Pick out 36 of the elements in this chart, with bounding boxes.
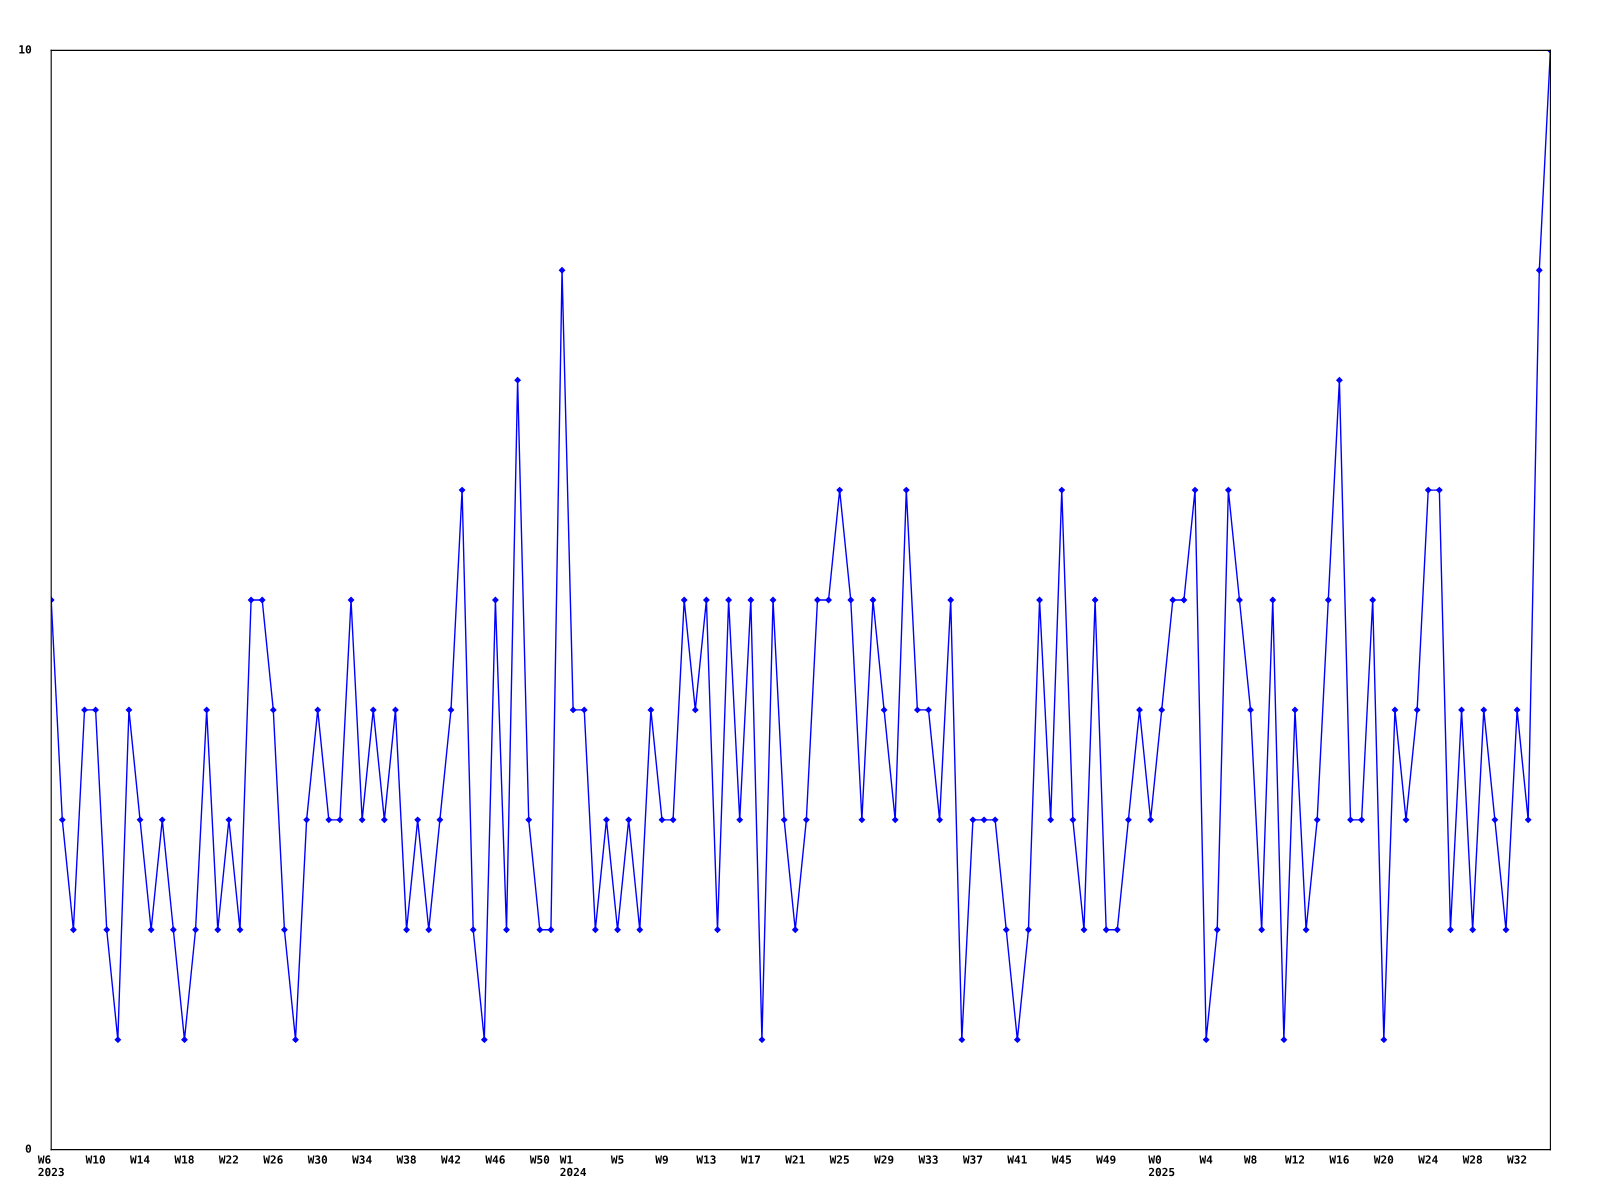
x-tick-label: W50 xyxy=(529,1155,550,1164)
x-tick-label: W33 xyxy=(918,1155,938,1164)
y-tick-label: 0 xyxy=(25,1144,32,1153)
x-tick-label: W5 xyxy=(610,1155,624,1164)
x-tick-label: W34 xyxy=(352,1155,372,1164)
x-tick-label: W20 xyxy=(1373,1155,1394,1164)
x-tick-label: W8 xyxy=(1243,1155,1257,1164)
x-tick-label: W42 xyxy=(440,1155,461,1164)
x-tick-label: W32 xyxy=(1507,1155,1527,1164)
x-tick-label: W13 xyxy=(696,1155,716,1164)
x-tick-label: W14 xyxy=(130,1155,150,1164)
x-tick-label: W6 2023 xyxy=(37,1155,64,1177)
x-tick-label: W4 xyxy=(1199,1155,1213,1164)
x-tick-label: W24 xyxy=(1418,1155,1438,1164)
x-tick-label: W17 xyxy=(740,1155,761,1164)
x-tick-label: W38 xyxy=(396,1155,416,1164)
x-tick-label: W21 xyxy=(785,1155,805,1164)
x-tick-label: W16 xyxy=(1329,1155,1349,1164)
x-tick-label: W10 xyxy=(85,1155,105,1164)
x-tick-label: W0 2025 xyxy=(1148,1155,1175,1177)
x-tick-label: W46 xyxy=(485,1155,505,1164)
y-tick-label: 10 xyxy=(19,45,32,54)
x-tick-label: W29 xyxy=(874,1155,894,1164)
x-tick-label: W37 xyxy=(962,1155,983,1164)
x-tick-label: W41 xyxy=(1007,1155,1027,1164)
x-tick-label: W30 xyxy=(307,1155,328,1164)
x-tick-label: W22 xyxy=(218,1155,238,1164)
x-tick-label: W49 xyxy=(1096,1155,1116,1164)
x-tick-label: W45 xyxy=(1051,1155,1072,1164)
x-tick-label: W26 xyxy=(263,1155,283,1164)
x-tick-label: W9 xyxy=(655,1155,668,1164)
x-tick-label: W28 xyxy=(1462,1155,1482,1164)
x-tick-label: W18 xyxy=(174,1155,194,1164)
x-tick-label: W25 xyxy=(829,1155,849,1164)
x-tick-label: W1 2024 xyxy=(559,1155,587,1177)
x-tick-label: W12 xyxy=(1284,1155,1305,1164)
